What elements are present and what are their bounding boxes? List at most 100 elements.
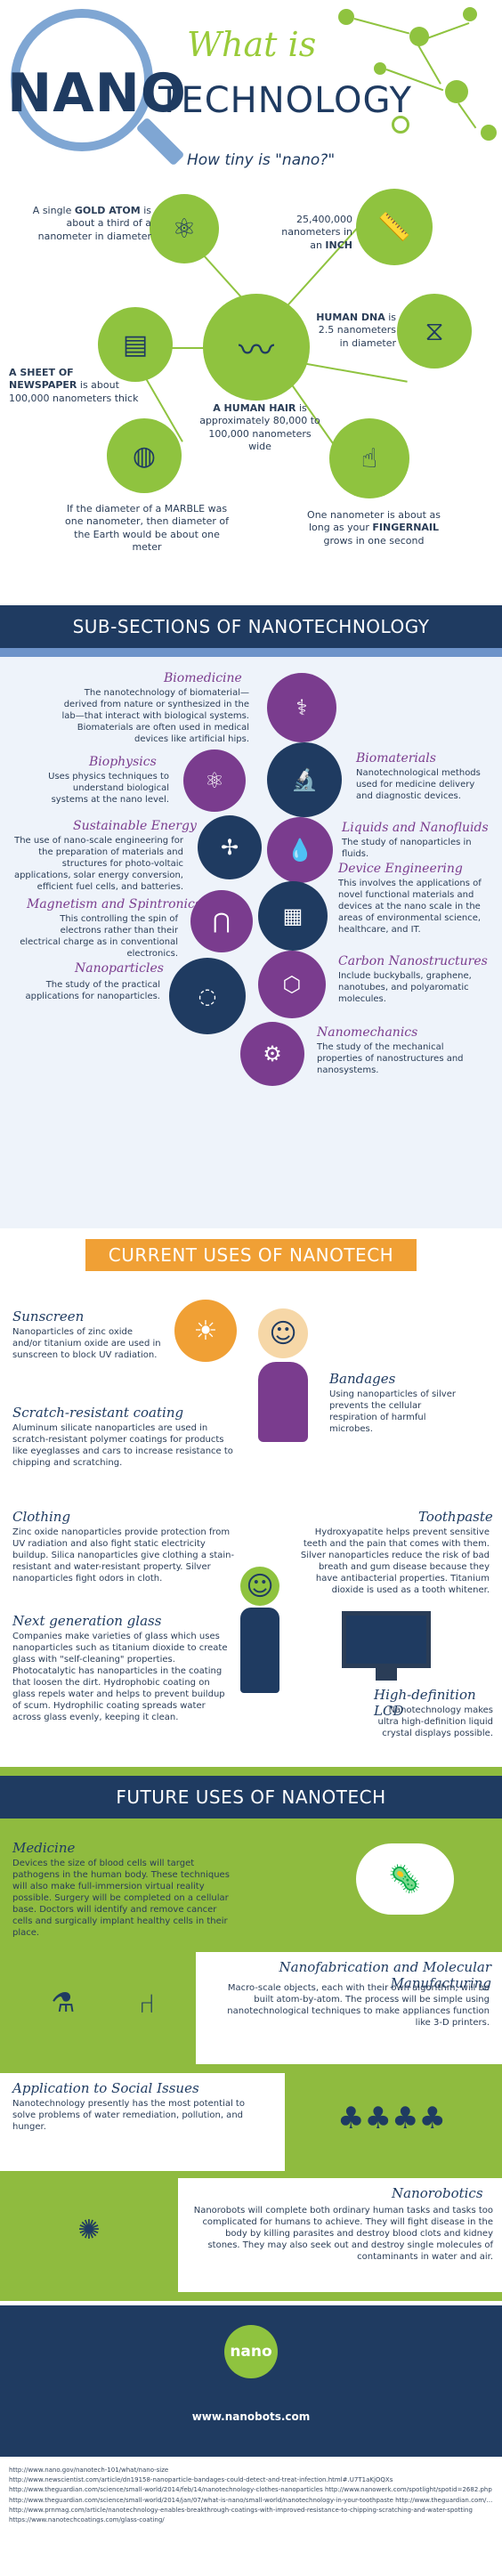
sub-title-magnetism: Magnetism and Spintronics [27,897,202,911]
man-body-icon [240,1608,279,1693]
monitor-icon [342,1611,431,1668]
future-uses-section: FUTURE USES OF NANOTECH Medicine Devices… [0,1767,502,2301]
molecule-bond [426,21,470,39]
technology-word: TECHNOLOGY [158,80,412,121]
subsections-panel: ⚕ 🔬 ⚛ 💧 ✢ ▦ ⋂ ⬡ ◌ ⚙ Biomedicine The nano… [0,657,502,1228]
sub-text-biomedicine: The nanotechnology of biomaterial—derive… [61,688,249,744]
bacteria-icon: 🦠 [356,1843,454,1915]
how-tiny-subtitle: How tiny is "nano?" [187,151,336,169]
reference-link[interactable]: http://www.newscientist.com/article/dn19… [9,2476,393,2484]
molecule-node [463,7,477,21]
nano-logo: nano [224,2325,278,2378]
woman-dress-icon [258,1362,308,1442]
molecule-node [338,9,354,25]
molecule-node [481,125,497,141]
fact-gold-atom: A single GOLD ATOM is about a third of a… [32,205,151,242]
cur-text-lcd: Nanotechnology makes ultra high-definiti… [377,1705,493,1738]
reference-link[interactable]: http://www.prnmag.com/article/nanotechno… [9,2506,473,2514]
woman-figure-icon: ☺ [258,1308,308,1358]
lab-equipment-icon: ⚗ [51,1987,76,2019]
sub-title-nanoparticles: Nanoparticles [75,961,164,976]
microscope-icon: 🔬 [267,742,342,817]
magnet-icon: ⋂ [190,890,253,952]
subsections-banner: SUB-SECTIONS OF NANOTECHNOLOGY [0,605,502,648]
fact-inch: 25,400,000 nanometers in an INCH [281,214,352,251]
atom-gear-icon: ⚛ [183,749,246,812]
atom-icon: ⚛ [150,194,219,263]
sub-text-nanoparticles: The study of the practical applications … [25,980,160,1001]
cur-text-clothing: Zinc oxide nanoparticles provide protect… [12,1527,235,1584]
sub-title-device-engineering: Device Engineering [338,862,463,876]
reference-link[interactable]: https://www.nanotechcoatings.com/glass-c… [9,2515,165,2523]
sub-title-biophysics: Biophysics [89,755,157,769]
sub-title-liquids: Liquids and Nanofluids [342,821,489,835]
molecule-bond [417,45,441,85]
dna-icon: ⧖ [397,294,472,369]
molecule-bond [457,102,477,129]
sub-text-carbon: Include buckyballs, graphene, nanotubes,… [338,971,472,1004]
trees-icon: ♣♣♣♣ [337,2101,446,2136]
future-nanofab-block [196,1952,502,2064]
future-nanorobotics-block [178,2178,502,2292]
fut-title-medicine: Medicine [12,1840,76,1856]
sub-title-nanomechanics: Nanomechanics [317,1025,418,1040]
droplets-icon: 💧 [267,817,333,883]
carbon-lattice-icon: ⬡ [258,951,326,1018]
future-uses-banner: FUTURE USES OF NANOTECH [0,1776,502,1819]
marble-icon: ◍ [107,418,182,493]
fut-title-social: Application to Social Issues [12,2080,199,2096]
sub-text-nanomechanics: The study of the mechanical properties o… [317,1042,464,1075]
fut-text-medicine: Devices the size of blood cells will tar… [12,1859,230,1938]
cur-text-scratch: Aluminum silicate nanoparticles are used… [12,1423,233,1468]
mechanics-icon: ⚙ [240,1022,304,1086]
fut-title-nanorobotics: Nanorobotics [392,2185,483,2201]
monitor-stand-icon [376,1668,397,1681]
fut-text-nanofab: Macro-scale objects, each with their own… [227,1983,490,2028]
cur-text-toothpaste: Hydroxyapatite helps prevent sensitive t… [300,1527,490,1595]
cur-text-glass: Companies make varieties of glass which … [12,1632,228,1722]
sub-title-biomaterials: Biomaterials [356,751,436,766]
finger-icon: ☝ [329,418,409,498]
reference-link[interactable]: http://www.theguardian.com/science/small… [9,2486,492,2494]
fact-fingernail: One nanometer is about as long as your F… [307,509,441,547]
sub-title-sustainable-energy: Sustainable Energy [73,819,197,833]
cur-title-lcd: High-definition LCD [374,1687,476,1719]
molecule-bond [353,18,410,35]
molecule-node [445,80,468,103]
current-uses-banner: CURRENT USES OF NANOTECH [0,1235,502,1275]
cur-text-sunscreen: Nanoparticles of zinc oxide and/or titan… [12,1327,161,1360]
cur-title-scratch: Scratch-resistant coating [12,1405,184,1421]
mustache-icon: 〰 [203,294,310,401]
footer: nano www.nanobots.com [0,2305,502,2457]
sub-title-carbon: Carbon Nanostructures [338,954,488,968]
sub-text-biophysics: Uses physics techniques to understand bi… [48,772,169,805]
cluster-bond [134,347,258,349]
site-link[interactable]: www.nanobots.com [191,2410,311,2423]
sub-text-sustainable-energy: The use of nano-scale engineering for th… [13,836,183,892]
nanorobot-icon: ✺ [77,2214,101,2246]
current-uses-banner-text: CURRENT USES OF NANOTECH [85,1239,417,1271]
cur-title-toothpaste: Toothpaste [418,1509,493,1525]
molecule-node [409,27,429,46]
man-figure-icon: ☺ [240,1567,279,1606]
fut-text-social: Nanotechnology presently has the most po… [12,2099,245,2132]
sub-text-liquids: The study of nanoparticles in fluids. [342,838,472,859]
fact-dna: HUMAN DNA is 2.5 nanometers in diameter [316,312,396,349]
molecule-ring [392,116,409,134]
reference-link[interactable]: http://www.theguardian.com/science/small… [9,2496,493,2504]
cur-title-sunscreen: Sunscreen [12,1308,85,1324]
server-icon: ▦ [258,881,328,951]
wind-turbine-icon: ✢ [198,815,262,879]
newspaper-icon: ▤ [98,307,173,382]
cur-title-clothing: Clothing [12,1509,71,1525]
reference-link[interactable]: http://www.nano.gov/nanotech-101/what/na… [9,2467,169,2474]
sub-text-device-engineering: This involves the applications of novel … [338,879,482,935]
sub-text-biomaterials: Nanotechnological methods used for medic… [356,768,481,801]
references: http://www.nano.gov/nanotech-101/what/na… [9,2466,493,2525]
chair-icon: ⑁ [139,1988,155,2020]
caduceus-icon: ⚕ [267,673,336,742]
fact-hair: A HUMAN HAIR is approximately 80,000 to … [199,402,320,452]
fact-newspaper: A SHEET OF NEWSPAPER is about 100,000 na… [9,367,139,404]
cur-title-bandages: Bandages [329,1371,396,1387]
intro-section: What is NANO TECHNOLOGY How tiny is "nan… [0,0,502,605]
